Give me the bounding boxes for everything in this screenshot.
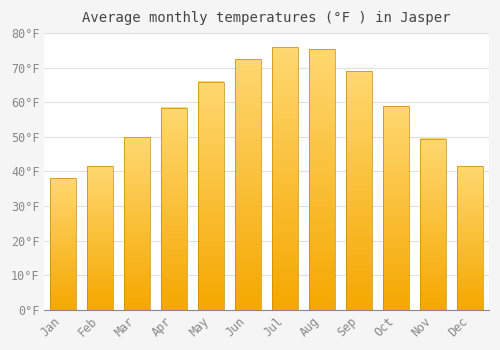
- Bar: [458, 166, 483, 310]
- Bar: [87, 166, 113, 310]
- Bar: [50, 178, 76, 310]
- Bar: [384, 106, 409, 310]
- Bar: [235, 59, 261, 310]
- Bar: [310, 49, 335, 310]
- Bar: [272, 47, 298, 310]
- Title: Average monthly temperatures (°F ) in Jasper: Average monthly temperatures (°F ) in Ja…: [82, 11, 451, 25]
- Bar: [346, 71, 372, 310]
- Bar: [198, 82, 224, 310]
- Bar: [161, 107, 187, 310]
- Bar: [124, 137, 150, 310]
- Bar: [420, 139, 446, 310]
